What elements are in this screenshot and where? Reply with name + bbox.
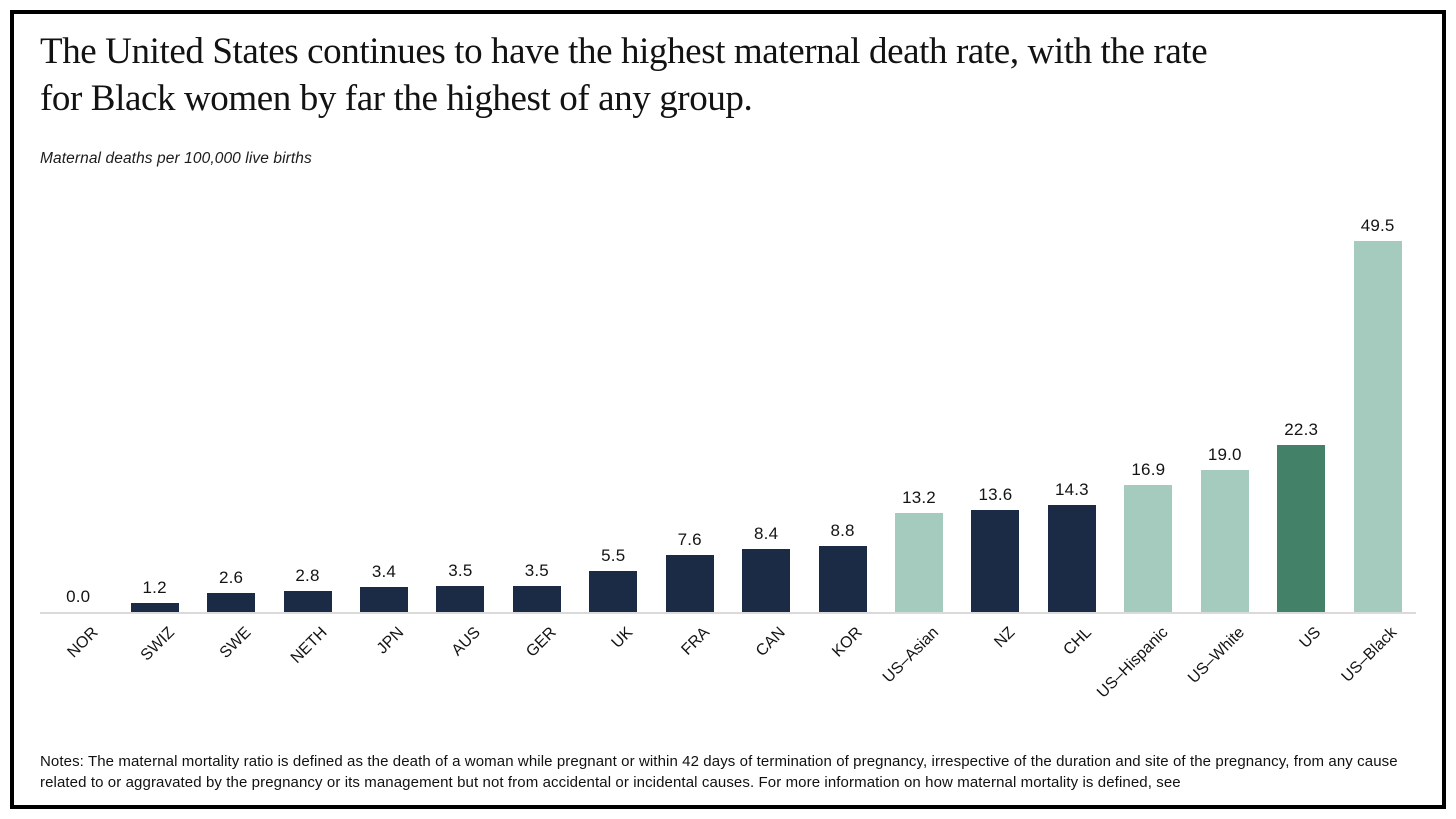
bar	[359, 586, 408, 612]
bar	[1277, 444, 1326, 612]
bar-value-label: 22.3	[1284, 419, 1319, 439]
bar-value-label: 16.9	[1131, 460, 1166, 480]
bar	[283, 591, 332, 612]
bar	[1047, 504, 1096, 612]
bar	[971, 510, 1020, 612]
bar	[1353, 240, 1402, 612]
bar-value-label: 8.4	[754, 524, 779, 543]
bar-value-label: 3.5	[448, 560, 473, 580]
chart-card: The United States continues to have the …	[10, 10, 1446, 809]
bar-group: 2.8 NETH	[269, 212, 345, 667]
bar-value-label: 3.5	[524, 560, 549, 580]
bar-group: 19.0 US–White	[1185, 212, 1263, 687]
bar-chart: 0.0 NOR 1.2 SWIZ 2.6 SWE 2.8 NETH 3.4 JPN 3.5 AUS 3.…	[40, 212, 1416, 726]
bar	[589, 570, 638, 612]
bar-value-label: 13.6	[978, 485, 1013, 504]
bar-group: 0.0 NOR	[40, 212, 116, 661]
bar	[895, 513, 944, 612]
bar-value-label: 13.2	[902, 488, 936, 507]
bar	[1124, 485, 1173, 612]
bar-group: 3.5 AUS	[422, 212, 498, 659]
chart-title: The United States continues to have the …	[40, 31, 1208, 119]
bar-group: 7.6 FRA	[652, 212, 728, 659]
bar	[512, 585, 561, 612]
bar-group: 8.4 CAN	[728, 212, 804, 660]
bar-group: 49.5 US–Black	[1339, 212, 1415, 686]
bar-value-label: 2.8	[295, 566, 320, 585]
bar-value-label: 7.6	[677, 530, 702, 549]
bar-group: 3.4 JPN	[346, 212, 422, 657]
bar	[130, 603, 179, 612]
bar-value-label: 5.5	[601, 545, 626, 565]
plot-area: 0.0 NOR 1.2 SWIZ 2.6 SWE 2.8 NETH 3.4 JPN 3.5 AUS 3.…	[40, 212, 1416, 701]
bar	[436, 585, 485, 612]
bar	[742, 549, 791, 612]
chart-notes: Notes: The maternal mortality ratio is d…	[40, 753, 1398, 791]
bar-group: 5.5 UK	[575, 212, 651, 652]
bar	[1200, 469, 1249, 612]
bar-value-label: 2.6	[218, 567, 244, 587]
bar-group: 22.3 US	[1263, 212, 1339, 652]
bar-group: 3.5 GER	[499, 212, 575, 661]
bar-value-label: 19.0	[1207, 444, 1242, 464]
bar	[665, 555, 714, 612]
bar-value-label: 49.5	[1360, 215, 1395, 235]
bar-group: 1.2 SWIZ	[116, 212, 192, 664]
bar-group: 8.8 KOR	[804, 212, 880, 661]
bar-group: 13.2 US–Asian	[880, 212, 957, 686]
bar-group: 13.6 NZ	[957, 212, 1033, 651]
bar-value-label: 3.4	[371, 561, 397, 581]
bar-group: 2.6 SWE	[193, 212, 269, 662]
bar-value-label: 1.2	[142, 578, 167, 597]
bar-group: 14.3 CHL	[1034, 212, 1110, 659]
bar-group: 16.9 US–Hispanic	[1094, 212, 1186, 701]
bar-value-label: 8.8	[830, 521, 855, 540]
bar	[207, 592, 256, 612]
chart-subtitle: Maternal deaths per 100,000 live births	[40, 150, 312, 167]
bar	[818, 546, 867, 612]
bar-value-label: 14.3	[1054, 479, 1089, 499]
bar-value-label: 0.0	[66, 587, 91, 606]
